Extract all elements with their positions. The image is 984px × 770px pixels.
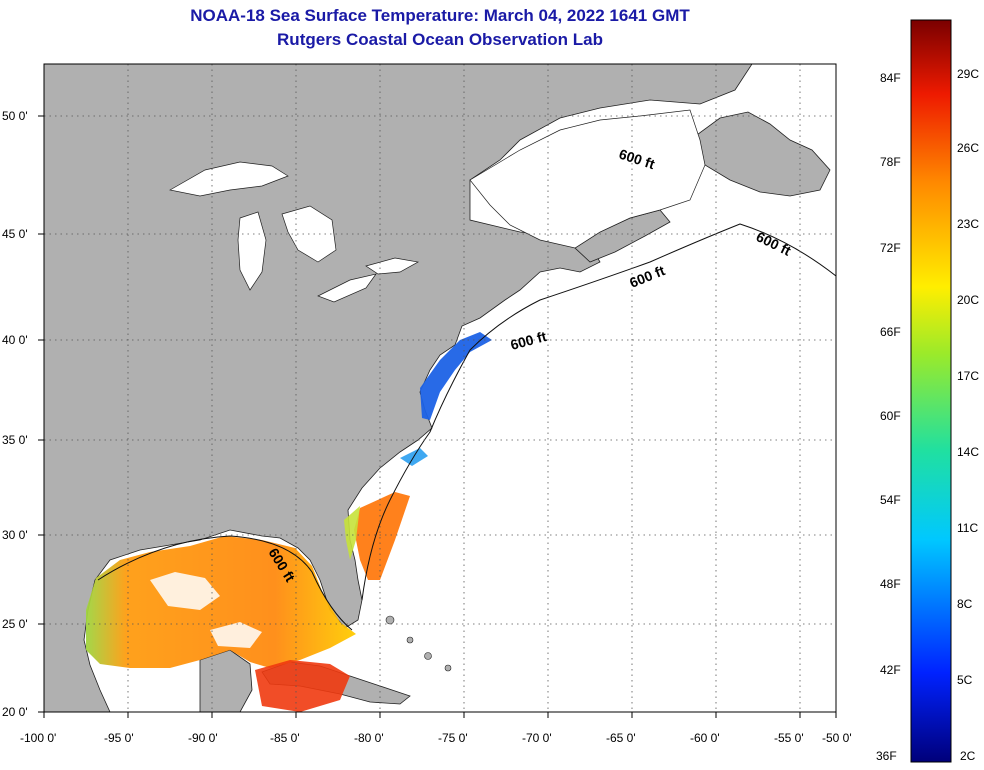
map-grid	[44, 64, 836, 712]
lon-label: -50 0'	[822, 731, 852, 745]
gulf-sst-band	[86, 536, 356, 668]
colorbar-f-label: 78F	[880, 155, 901, 169]
colorbar-f-label: 48F	[880, 577, 901, 591]
cloud-patch	[210, 622, 262, 648]
colorbar-f-label: 36F	[876, 749, 897, 763]
newfoundland-land	[689, 111, 831, 197]
lon-label: -75 0'	[438, 731, 468, 745]
colorbar-c-label: 29C	[957, 67, 979, 81]
axis-ticks	[38, 115, 837, 718]
north-america-land	[44, 64, 753, 712]
lon-label: -70 0'	[522, 731, 552, 745]
lon-label: -100 0'	[20, 731, 56, 745]
gulf-stream-warm-band	[354, 492, 410, 580]
map-subtitle: Rutgers Coastal Ocean Observation Lab	[277, 30, 603, 49]
lat-label: 25 0'	[2, 617, 28, 631]
lon-label: -55 0'	[774, 731, 804, 745]
lon-label: -80 0'	[354, 731, 384, 745]
colorbar-c-label: 14C	[957, 445, 979, 459]
cloud-patch	[150, 572, 220, 610]
colorbar-f-label: 84F	[880, 71, 901, 85]
lon-label: -60 0'	[690, 731, 720, 745]
temperature-colorbar	[910, 19, 952, 763]
lon-label: -90 0'	[188, 731, 218, 745]
colorbar-f-label: 42F	[880, 663, 901, 677]
colorbar-c-label: 20C	[957, 293, 979, 307]
mid-atlantic-cold-band	[420, 332, 492, 420]
map-title: NOAA-18 Sea Surface Temperature: March 0…	[190, 6, 690, 25]
lat-label: 50 0'	[2, 109, 28, 123]
colorbar-c-label: 5C	[957, 673, 973, 687]
caribbean-warm-band	[255, 660, 350, 712]
depth-contour-600ft	[97, 223, 836, 631]
map-frame	[43, 63, 837, 713]
lon-label: -65 0'	[606, 731, 636, 745]
lat-label: 35 0'	[2, 433, 28, 447]
colorbar-f-label: 54F	[880, 493, 901, 507]
colorbar-c-label: 8C	[957, 597, 973, 611]
lake-ontario	[365, 257, 420, 275]
st-lawrence-gulf	[469, 109, 706, 249]
colorbar-f-label: 72F	[880, 241, 901, 255]
lon-label: -95 0'	[104, 731, 134, 745]
colorbar-c-label: 26C	[957, 141, 979, 155]
colorbar-c-label: 17C	[957, 369, 979, 383]
colorbar-f-label: 66F	[880, 325, 901, 339]
lat-label: 40 0'	[2, 333, 28, 347]
colorbar-f-label: 60F	[880, 409, 901, 423]
colorbar-c-label: 11C	[957, 521, 978, 535]
lake-michigan	[237, 211, 267, 291]
lat-label: 45 0'	[2, 227, 28, 241]
lat-label: 30 0'	[2, 528, 28, 542]
lake-erie	[317, 273, 377, 303]
carolina-shelf-band	[344, 506, 360, 560]
lake-superior	[169, 161, 289, 197]
colorbar-c-label: 2C	[960, 749, 976, 763]
lon-label: -85 0'	[270, 731, 300, 745]
lat-label: 20 0'	[2, 705, 28, 719]
bahamas-islands	[385, 615, 452, 672]
colorbar-c-label: 23C	[957, 217, 979, 231]
